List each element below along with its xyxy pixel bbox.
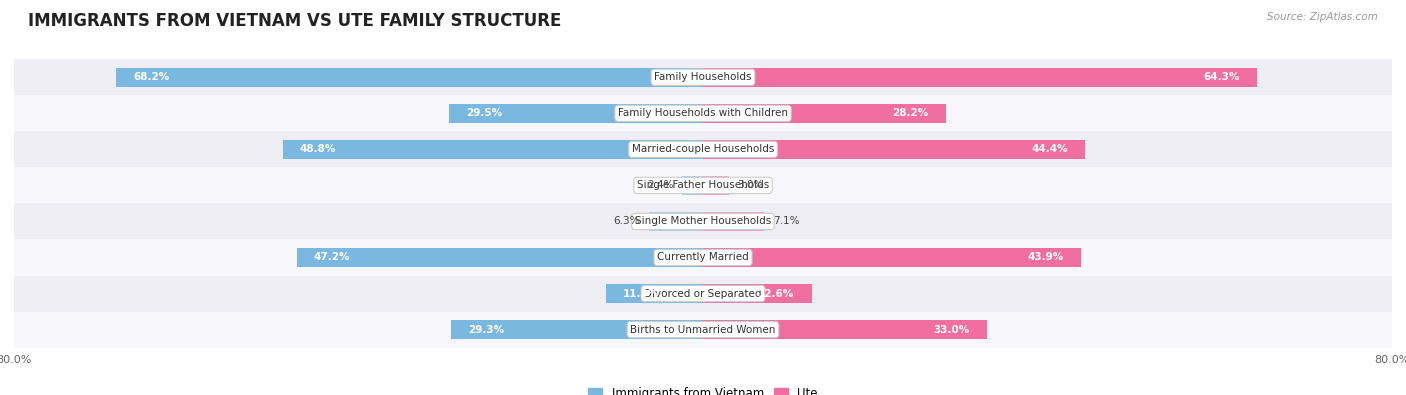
Text: 29.5%: 29.5% (467, 108, 502, 118)
Text: 6.3%: 6.3% (613, 216, 640, 226)
Text: 28.2%: 28.2% (893, 108, 928, 118)
Text: 11.3%: 11.3% (623, 288, 659, 299)
Bar (703, 176, 728, 195)
Text: 48.8%: 48.8% (299, 144, 336, 154)
Text: 3.0%: 3.0% (738, 181, 763, 190)
Bar (703, 320, 987, 339)
Text: Divorced or Separated: Divorced or Separated (644, 288, 762, 299)
Bar (14, 203, 1392, 239)
Bar (703, 284, 811, 303)
Bar (606, 284, 703, 303)
Bar (703, 68, 1257, 87)
Text: Births to Unmarried Women: Births to Unmarried Women (630, 325, 776, 335)
Bar (14, 276, 1392, 312)
Text: 68.2%: 68.2% (134, 72, 169, 82)
Text: Family Households with Children: Family Households with Children (619, 108, 787, 118)
Bar (682, 176, 703, 195)
Text: Source: ZipAtlas.com: Source: ZipAtlas.com (1267, 12, 1378, 22)
Text: 29.3%: 29.3% (468, 325, 503, 335)
Bar (703, 212, 763, 231)
Bar (14, 131, 1392, 167)
Bar (14, 59, 1392, 95)
Text: 43.9%: 43.9% (1028, 252, 1064, 263)
Text: 47.2%: 47.2% (314, 252, 350, 263)
Bar (449, 104, 703, 123)
Text: Married-couple Households: Married-couple Households (631, 144, 775, 154)
Text: IMMIGRANTS FROM VIETNAM VS UTE FAMILY STRUCTURE: IMMIGRANTS FROM VIETNAM VS UTE FAMILY ST… (28, 12, 561, 30)
Text: 12.6%: 12.6% (758, 288, 794, 299)
Text: Family Households: Family Households (654, 72, 752, 82)
Bar (703, 248, 1081, 267)
Bar (703, 140, 1085, 159)
Text: 2.4%: 2.4% (647, 181, 673, 190)
Bar (14, 239, 1392, 276)
Bar (115, 68, 703, 87)
Bar (14, 167, 1392, 203)
Bar (297, 248, 703, 267)
Text: Single Mother Households: Single Mother Households (636, 216, 770, 226)
Text: 64.3%: 64.3% (1204, 72, 1240, 82)
Bar (451, 320, 703, 339)
Bar (703, 104, 946, 123)
Bar (14, 95, 1392, 131)
Bar (14, 312, 1392, 348)
Text: 33.0%: 33.0% (934, 325, 970, 335)
Text: 44.4%: 44.4% (1032, 144, 1069, 154)
Bar (648, 212, 703, 231)
Text: 7.1%: 7.1% (773, 216, 799, 226)
Text: Single Father Households: Single Father Households (637, 181, 769, 190)
Text: Currently Married: Currently Married (657, 252, 749, 263)
Legend: Immigrants from Vietnam, Ute: Immigrants from Vietnam, Ute (583, 383, 823, 395)
Bar (283, 140, 703, 159)
